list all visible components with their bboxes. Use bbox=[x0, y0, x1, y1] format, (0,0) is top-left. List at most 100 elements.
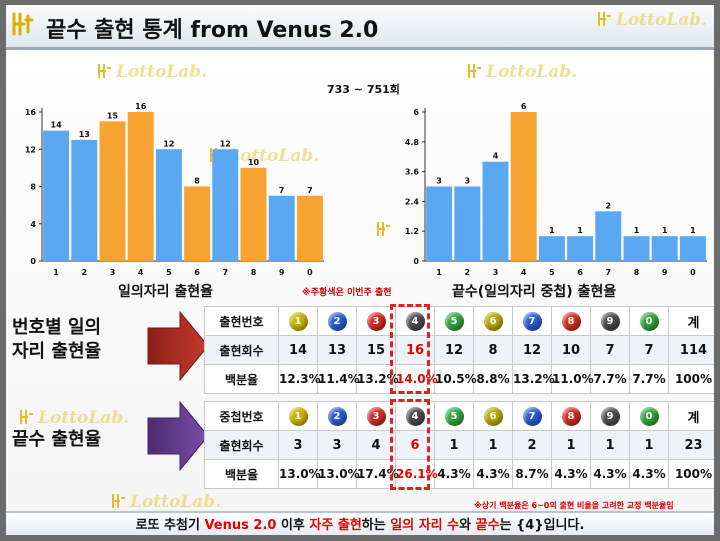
count-cell: 4 bbox=[356, 430, 396, 460]
number-ball-icon: 6 bbox=[483, 311, 503, 331]
percent-cell: 100% bbox=[668, 459, 719, 489]
count-cell: 7 bbox=[590, 335, 630, 365]
x-tick-label: 8 bbox=[634, 268, 640, 277]
number-ball-icon: 8 bbox=[561, 311, 581, 331]
bar-7 bbox=[595, 211, 622, 261]
watermark-icon bbox=[596, 10, 612, 28]
arrow-red-icon bbox=[147, 310, 209, 382]
bar-4 bbox=[510, 112, 537, 261]
digit-cell: 3 bbox=[356, 401, 396, 431]
number-ball-icon: 7 bbox=[522, 406, 542, 426]
percent-cell: 4.3% bbox=[473, 459, 513, 489]
draw-range-label: 733 ~ 751회 bbox=[327, 83, 400, 96]
x-tick-label: 6 bbox=[577, 268, 583, 277]
watermark-icon bbox=[110, 492, 126, 510]
footer-text: 이후 bbox=[276, 518, 310, 533]
data-label: 4 bbox=[493, 152, 499, 161]
x-tick-label: 3 bbox=[110, 268, 116, 277]
count-cell: 114 bbox=[668, 335, 719, 365]
footer-venus: Venus 2.0 bbox=[204, 518, 277, 533]
number-ball-icon: 0 bbox=[639, 311, 659, 331]
footer-frequent: 자주 출현 bbox=[309, 518, 362, 533]
number-ball-icon: 5 bbox=[444, 406, 464, 426]
bar-5 bbox=[155, 149, 182, 261]
count-cell: 3 bbox=[317, 430, 357, 460]
orange-note: ※주황색은 이번주 출현 bbox=[302, 288, 392, 298]
x-tick-label: 3 bbox=[493, 268, 499, 277]
digit-cell: 0 bbox=[629, 401, 669, 431]
footer-text: 로또 추첨기 bbox=[135, 518, 205, 533]
number-ball-icon: 3 bbox=[366, 311, 386, 331]
data-label: 15 bbox=[107, 111, 119, 120]
y-tick-label: 16 bbox=[25, 108, 37, 117]
x-tick-label: 1 bbox=[436, 268, 442, 277]
number-ball-icon: 2 bbox=[327, 406, 347, 426]
data-label: 1 bbox=[549, 226, 555, 235]
percent-cell: 4.3% bbox=[629, 459, 669, 489]
digit-cell: 5 bbox=[434, 306, 474, 336]
y-tick-label: 0 bbox=[30, 257, 36, 266]
count-cell: 1 bbox=[551, 430, 591, 460]
data-label: 7 bbox=[307, 186, 313, 195]
bar-1 bbox=[43, 130, 70, 261]
percent-cell: 10.5% bbox=[434, 364, 477, 394]
data-label: 1 bbox=[662, 226, 668, 235]
row-header: 백분율 bbox=[204, 459, 279, 489]
watermark-icon bbox=[466, 62, 482, 80]
count-cell: 10 bbox=[551, 335, 591, 365]
total-header: 계 bbox=[668, 306, 719, 336]
y-tick-label: 12 bbox=[25, 145, 36, 154]
section2-label: 끝수 출현율 bbox=[12, 429, 102, 450]
percent-cell: 4.3% bbox=[434, 459, 474, 489]
lotto-logo-icon bbox=[12, 12, 34, 36]
percent-cell: 8.8% bbox=[473, 364, 513, 394]
footer-text: 하는 bbox=[361, 518, 391, 533]
percent-cell: 11.4% bbox=[317, 364, 360, 394]
data-label: 1 bbox=[577, 226, 583, 235]
number-ball-icon: 8 bbox=[561, 406, 581, 426]
data-label: 3 bbox=[436, 177, 442, 186]
number-ball-icon: 9 bbox=[600, 311, 620, 331]
footer-text: 와 bbox=[459, 518, 476, 533]
data-label: 3 bbox=[465, 177, 471, 186]
y-tick-label: 4 bbox=[30, 220, 36, 229]
count-cell: 8 bbox=[473, 335, 513, 365]
data-label: 1 bbox=[690, 226, 696, 235]
watermark-icon bbox=[18, 408, 34, 426]
ones-digit-chart: 0 4 8 12 16 14 1 13 2 15 3 16 4 12 5 8 6 12 7 10 8 7 9 7 0 bbox=[25, 102, 324, 277]
bar-9 bbox=[268, 195, 295, 261]
watermark: LottoLab. bbox=[130, 492, 222, 512]
highlight-box-2 bbox=[390, 399, 430, 490]
x-tick-label: 2 bbox=[82, 268, 88, 277]
chart1-title: 일의자리 출현율 bbox=[118, 284, 214, 300]
data-label: 12 bbox=[163, 139, 174, 148]
count-cell: 15 bbox=[356, 335, 396, 365]
count-cell: 2 bbox=[512, 430, 552, 460]
percent-cell: 7.7% bbox=[590, 364, 630, 394]
count-cell: 12 bbox=[512, 335, 552, 365]
count-cell: 1 bbox=[473, 430, 513, 460]
bar-5 bbox=[538, 236, 565, 261]
x-tick-label: 7 bbox=[606, 268, 612, 277]
row-header: 출현회수 bbox=[204, 335, 279, 365]
bar-6 bbox=[184, 186, 211, 261]
data-label: 1 bbox=[634, 226, 640, 235]
bar-2 bbox=[454, 186, 481, 261]
x-tick-label: 6 bbox=[194, 268, 200, 277]
data-label: 10 bbox=[248, 158, 260, 167]
bar-8 bbox=[623, 236, 650, 261]
bar-6 bbox=[567, 236, 594, 261]
number-ball-icon: 2 bbox=[327, 311, 347, 331]
count-cell: 1 bbox=[629, 430, 669, 460]
count-cell: 1 bbox=[590, 430, 630, 460]
bar-3 bbox=[482, 161, 509, 261]
x-tick-label: 5 bbox=[549, 268, 555, 277]
y-tick-label: 8 bbox=[30, 183, 36, 192]
bar-2 bbox=[71, 139, 98, 261]
number-ball-icon: 1 bbox=[288, 311, 308, 331]
x-tick-label: 5 bbox=[166, 268, 172, 277]
ones-digit-table: 출현번호 1 2 3 4 5 6 7 8 9 0 계 출현회수 14 13 15 16 12 8 12 10 7 7 114 백… bbox=[204, 306, 719, 394]
digit-cell: 8 bbox=[551, 306, 591, 336]
count-cell: 23 bbox=[668, 430, 719, 460]
number-ball-icon: 4 bbox=[405, 311, 425, 331]
